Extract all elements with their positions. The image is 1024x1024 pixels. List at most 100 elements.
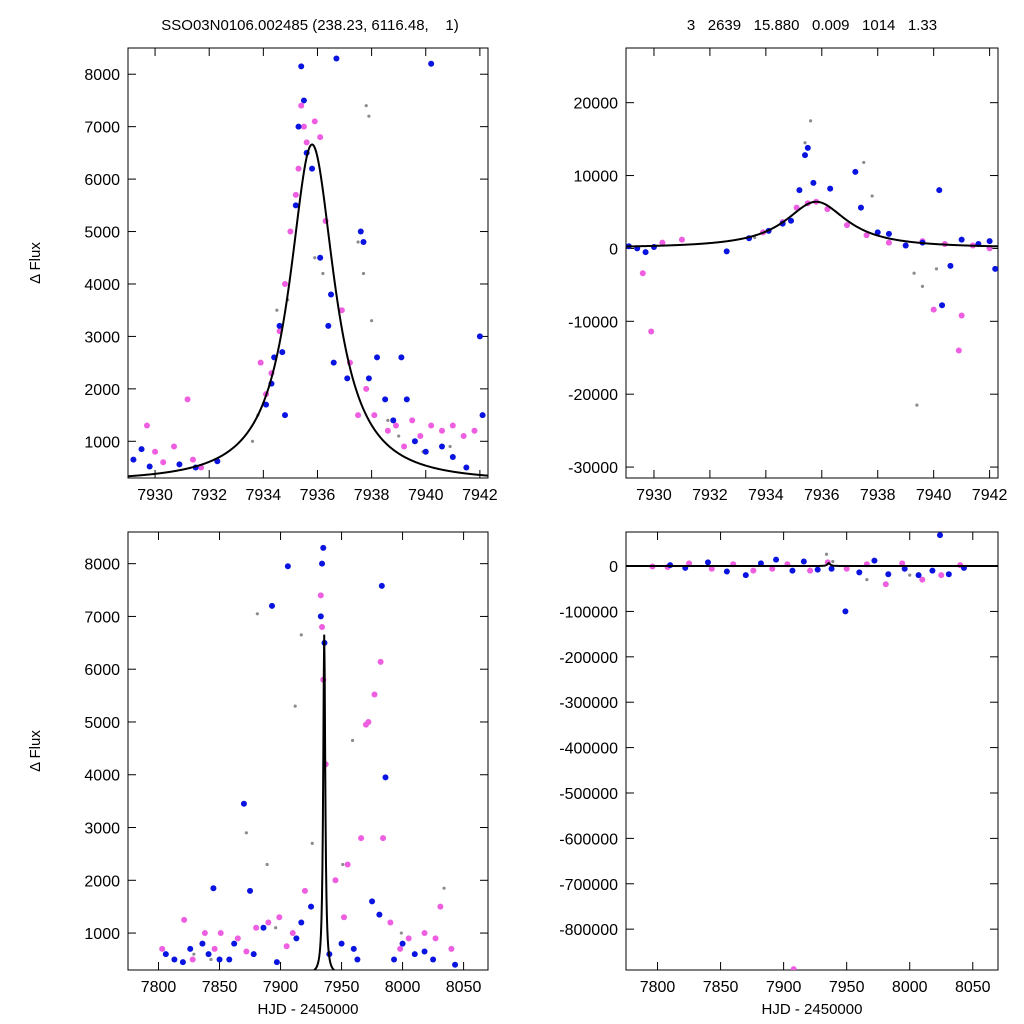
magenta-data-point bbox=[460, 433, 467, 440]
y-tick-label: 0 bbox=[609, 241, 618, 258]
gray-data-point bbox=[341, 862, 345, 867]
blue-data-point bbox=[901, 565, 908, 572]
blue-data-point bbox=[939, 302, 946, 309]
magenta-data-point bbox=[686, 560, 693, 567]
blue-data-point bbox=[328, 291, 335, 298]
blue-data-point bbox=[279, 349, 286, 356]
magenta-data-point bbox=[899, 560, 906, 567]
blue-data-point bbox=[399, 940, 406, 947]
blue-data-point bbox=[350, 945, 357, 952]
blue-data-point bbox=[936, 187, 943, 194]
blue-data-point bbox=[915, 572, 922, 579]
magenta-data-point bbox=[919, 576, 926, 583]
blue-data-point bbox=[958, 236, 965, 243]
blue-data-point bbox=[300, 97, 307, 104]
magenta-data-point bbox=[344, 861, 351, 868]
x-tick-label: 7932 bbox=[692, 487, 728, 504]
y-tick-label: -500000 bbox=[559, 786, 618, 803]
blue-data-point bbox=[871, 557, 878, 564]
bottom-right-panel: 7800 7850 7900 7950 8000 8050 -800000 -700000 -6… bbox=[559, 531, 999, 1018]
blue-data-point bbox=[317, 613, 324, 620]
gray-data-point bbox=[831, 559, 835, 564]
blue-data-point bbox=[452, 961, 459, 968]
magenta-data-point bbox=[392, 422, 399, 429]
y-tick-label: -700000 bbox=[559, 877, 618, 894]
blue-data-point bbox=[945, 571, 952, 578]
y-tick-label: -200000 bbox=[559, 650, 618, 667]
y-tick-label: 20000 bbox=[574, 96, 619, 113]
magenta-data-point bbox=[438, 427, 445, 434]
y-tick-label: 5000 bbox=[84, 225, 120, 242]
blue-data-point bbox=[171, 956, 178, 963]
x-tick-label: 7938 bbox=[860, 487, 896, 504]
blue-data-point bbox=[216, 956, 223, 963]
blue-data-point bbox=[293, 935, 300, 942]
magenta-data-point bbox=[397, 945, 404, 952]
blue-data-point bbox=[179, 959, 186, 966]
blue-data-point bbox=[842, 608, 849, 615]
magenta-data-point bbox=[160, 459, 167, 466]
bottom-left-frame bbox=[127, 531, 489, 971]
magenta-data-point bbox=[371, 412, 378, 419]
blue-data-point bbox=[642, 249, 649, 256]
blue-data-point bbox=[403, 396, 410, 403]
x-tick-label: 7936 bbox=[804, 487, 840, 504]
y-tick-label: 3000 bbox=[84, 329, 120, 346]
y-tick-label: 2000 bbox=[84, 382, 120, 399]
blue-data-point bbox=[411, 951, 418, 958]
y-tick-label: 5000 bbox=[84, 715, 120, 732]
blue-data-point bbox=[382, 396, 389, 403]
y-tick-label: -100000 bbox=[559, 604, 618, 621]
y-tick-label: 6000 bbox=[84, 662, 120, 679]
gray-data-point bbox=[397, 434, 401, 438]
bottom-left-panel: 7800 7850 7900 7950 8000 8050 1000 2000 3000 4000… bbox=[27, 531, 489, 1018]
magenta-data-point bbox=[289, 930, 296, 937]
blue-data-point bbox=[374, 354, 381, 361]
magenta-data-point bbox=[793, 204, 800, 211]
x-tick-label: 8000 bbox=[385, 979, 421, 996]
blue-data-point bbox=[338, 940, 345, 947]
magenta-data-point bbox=[417, 433, 424, 440]
blue-data-point bbox=[309, 165, 316, 172]
blue-data-point bbox=[827, 185, 834, 192]
blue-data-point bbox=[992, 265, 998, 272]
magenta-data-point bbox=[863, 232, 870, 239]
blue-data-point bbox=[857, 204, 864, 211]
magenta-data-point bbox=[281, 280, 288, 287]
blue-data-point bbox=[391, 956, 398, 963]
x-tick-label: 7950 bbox=[829, 979, 865, 996]
bottom-right-x-axis-label: HJD - 2450000 bbox=[762, 1001, 863, 1018]
blue-data-point bbox=[810, 179, 817, 186]
blue-data-point bbox=[874, 229, 881, 236]
blue-data-point bbox=[333, 55, 340, 62]
bottom-right-fit-curve bbox=[626, 562, 998, 567]
magenta-data-point bbox=[659, 239, 666, 246]
magenta-data-point bbox=[298, 102, 305, 109]
blue-data-point bbox=[789, 567, 796, 574]
magenta-data-point bbox=[432, 935, 439, 942]
top-left-y-axis-label: Δ Flux bbox=[27, 242, 44, 284]
magenta-data-point bbox=[295, 165, 302, 172]
blue-data-point bbox=[902, 242, 909, 249]
magenta-data-point bbox=[189, 456, 196, 463]
blue-data-point bbox=[773, 556, 780, 563]
blue-data-point bbox=[800, 558, 807, 565]
magenta-data-point bbox=[181, 916, 188, 923]
x-tick-label: 8000 bbox=[892, 979, 928, 996]
gray-data-point bbox=[356, 240, 360, 244]
y-tick-label: 4000 bbox=[84, 768, 120, 785]
magenta-data-point bbox=[387, 919, 394, 926]
magenta-data-point bbox=[143, 422, 150, 429]
gray-data-point bbox=[361, 271, 366, 276]
magenta-data-point bbox=[363, 385, 370, 392]
blue-data-point bbox=[325, 322, 332, 329]
magenta-data-point bbox=[769, 565, 776, 572]
gray-data-point bbox=[442, 886, 446, 890]
magenta-data-point bbox=[317, 134, 324, 141]
magenta-data-point bbox=[184, 396, 191, 403]
bottom-left-x-axis-label: HJD - 2450000 bbox=[258, 1001, 359, 1018]
gray-data-point bbox=[908, 573, 912, 577]
gray-data-point bbox=[865, 578, 869, 582]
blue-data-point bbox=[354, 956, 361, 963]
blue-data-point bbox=[357, 228, 364, 235]
